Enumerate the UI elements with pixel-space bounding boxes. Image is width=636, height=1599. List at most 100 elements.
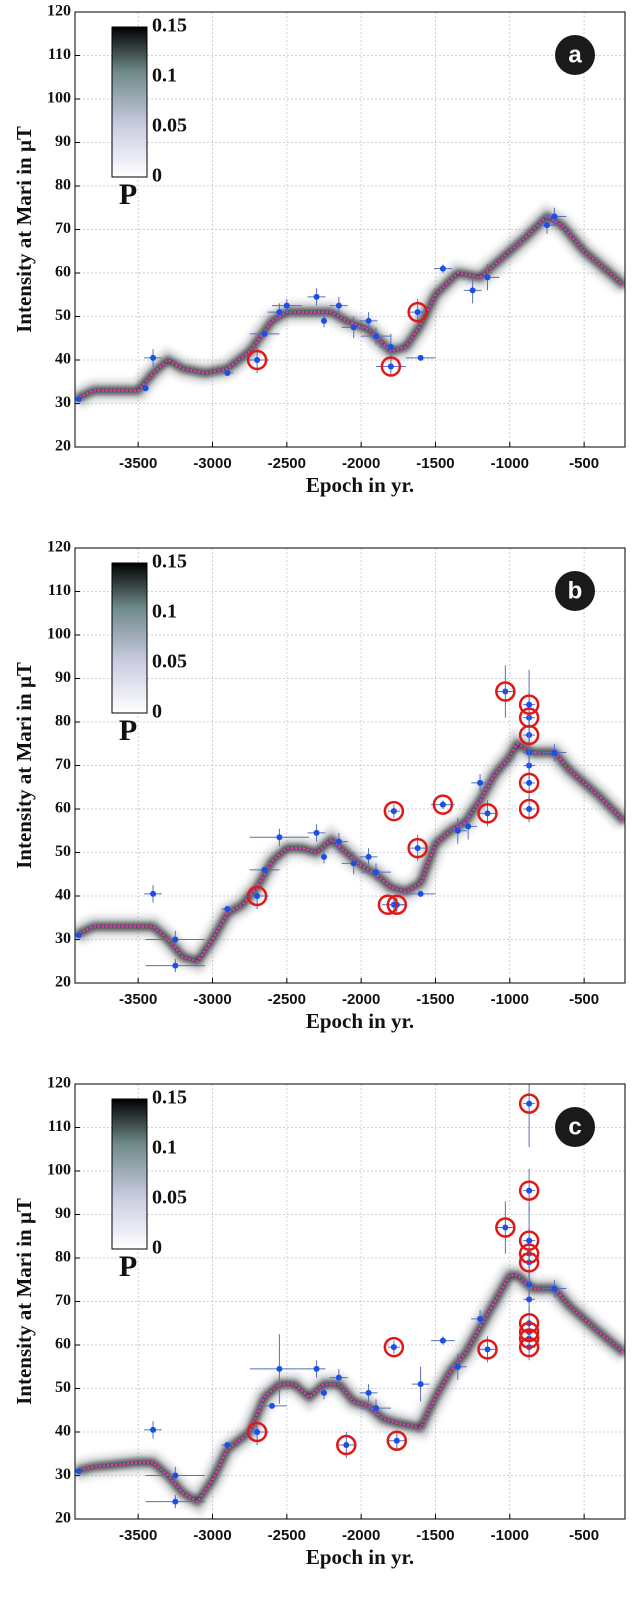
- rejected-marker: [380, 356, 402, 377]
- data-point: [313, 1365, 320, 1372]
- x-tick-label: -3000: [193, 991, 231, 1008]
- colorbar-label: P: [119, 178, 137, 211]
- y-tick-label: 40: [55, 351, 71, 368]
- rejected-marker: [518, 1336, 540, 1358]
- data-point: [417, 1381, 424, 1388]
- data-point: [390, 808, 397, 815]
- data-point: [526, 1296, 533, 1303]
- colorbar-tick-label: 0: [152, 165, 162, 187]
- rejected-marker: [383, 800, 405, 822]
- rejected-marker: [246, 1421, 268, 1443]
- rejected-marker: [518, 772, 540, 794]
- data-point: [365, 853, 372, 860]
- data-point: [254, 357, 261, 363]
- y-axis-label: Intensity at Mari in μT: [12, 662, 36, 869]
- data-point: [142, 385, 149, 392]
- rejected-marker: [377, 894, 399, 915]
- rejected-marker: [432, 794, 454, 815]
- data-point: [469, 287, 476, 294]
- data-point: [465, 823, 472, 830]
- data-point: [224, 370, 231, 377]
- colorbar-tick-label: 0.1: [152, 65, 177, 87]
- y-tick-label: 90: [55, 133, 71, 150]
- data-point: [172, 936, 179, 943]
- plot-content: [75, 202, 625, 410]
- colorbar-label: P: [119, 1250, 137, 1283]
- data-point: [373, 869, 380, 876]
- x-tick-label: -500: [569, 991, 599, 1008]
- x-tick-label: -1500: [416, 1527, 454, 1544]
- data-point: [454, 827, 461, 834]
- mean-curve: [75, 215, 625, 401]
- data-point: [283, 302, 290, 309]
- rejected-marker: [518, 798, 540, 820]
- panel: -3500 -3000 -2500 -2000 -1500 -1000 -500 20 30 40…: [12, 1075, 626, 1569]
- y-axis-label: Intensity at Mari in μT: [12, 1198, 36, 1405]
- colorbar-tick-label: 0: [152, 701, 162, 723]
- colorbar-tick-label: 0.1: [152, 601, 177, 623]
- rejected-marker: [477, 1339, 498, 1360]
- data-point: [261, 866, 268, 873]
- x-tick-label: -500: [569, 455, 599, 472]
- data-point: [526, 779, 533, 786]
- data-point: [393, 1437, 400, 1444]
- y-tick-label: 120: [47, 1075, 71, 1092]
- data-point: [387, 343, 394, 350]
- data-point: [261, 330, 268, 337]
- mean-curve: [75, 742, 625, 963]
- data-point: [150, 1426, 157, 1433]
- rejected-marker: [518, 1180, 540, 1201]
- data-point: [484, 1346, 491, 1353]
- colorbar: [111, 26, 148, 178]
- y-tick-label: 50: [55, 307, 71, 324]
- data-point: [551, 213, 558, 220]
- x-tick-label: -3000: [193, 1527, 231, 1544]
- data-point: [313, 293, 320, 300]
- data-point: [439, 1337, 446, 1344]
- data-point: [373, 333, 380, 340]
- data-point: [526, 806, 533, 812]
- colorbar-tick-label: 0.15: [152, 15, 187, 37]
- data-point: [268, 1402, 275, 1409]
- x-tick-label: -2500: [268, 991, 306, 1008]
- rejected-marker: [386, 894, 408, 915]
- data-point: [172, 1472, 179, 1479]
- y-tick-label: 60: [55, 1336, 71, 1353]
- rejected-marker: [383, 1336, 405, 1358]
- data-point: [543, 222, 550, 229]
- data-point: [172, 962, 179, 969]
- x-tick-label: -1500: [416, 991, 454, 1008]
- y-tick-label: 60: [55, 800, 71, 817]
- data-point: [387, 363, 394, 370]
- panel-label: a: [568, 41, 582, 68]
- x-tick-label: -3000: [193, 455, 231, 472]
- y-tick-label: 30: [55, 1466, 71, 1483]
- rejected-marker: [495, 1217, 516, 1238]
- data-point: [417, 354, 424, 361]
- data-point: [313, 829, 320, 836]
- data-point: [335, 838, 342, 845]
- data-point: [414, 309, 421, 316]
- data-point: [414, 845, 421, 852]
- rejected-marker: [246, 885, 268, 907]
- data-point: [224, 1442, 231, 1449]
- rejected-marker: [495, 681, 516, 702]
- y-tick-label: 50: [55, 1379, 71, 1396]
- y-tick-label: 20: [55, 438, 71, 455]
- data-point: [150, 890, 157, 897]
- y-tick-label: 110: [48, 582, 71, 599]
- data-point: [320, 317, 327, 324]
- data-point: [224, 906, 231, 913]
- data-point: [172, 1498, 179, 1505]
- x-tick-label: -1000: [491, 1527, 529, 1544]
- data-point: [484, 810, 491, 817]
- rejected-marker: [518, 1230, 540, 1251]
- x-tick-label: -2000: [342, 991, 380, 1008]
- rejected-marker: [518, 1328, 540, 1349]
- y-tick-label: 30: [55, 930, 71, 947]
- y-tick-label: 30: [55, 394, 71, 411]
- rejected-marker: [518, 694, 540, 715]
- data-point: [439, 801, 446, 808]
- colorbar-tick-label: 0.15: [152, 551, 187, 573]
- y-tick-label: 120: [47, 539, 71, 556]
